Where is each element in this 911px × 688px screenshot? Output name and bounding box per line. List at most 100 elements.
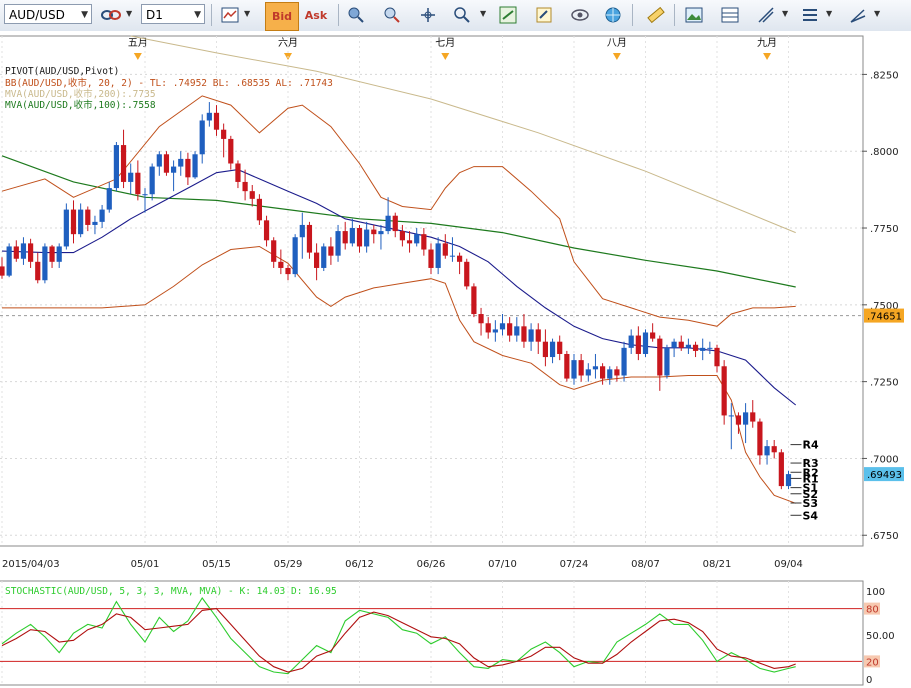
candle-body bbox=[113, 145, 119, 189]
y-tick-label: .7750 bbox=[870, 224, 899, 235]
candle-body bbox=[256, 198, 262, 221]
chevron-down-icon: ▼ bbox=[194, 10, 201, 20]
candle-body bbox=[435, 243, 441, 268]
candle-body bbox=[592, 366, 599, 370]
pivot-label: R4 bbox=[803, 439, 819, 452]
timeframe-select[interactable]: D1 ▼ bbox=[141, 4, 205, 24]
globe-icon[interactable] bbox=[601, 3, 625, 27]
candle-body bbox=[635, 335, 641, 354]
ruler-icon[interactable] bbox=[644, 3, 668, 27]
candle-body bbox=[478, 314, 484, 324]
legend-stochastic: STOCHASTIC(AUD/USD, 5, 3, 3, MVA, MVA) -… bbox=[5, 586, 337, 597]
zoom-icon[interactable] bbox=[380, 3, 404, 27]
price-chart[interactable]: 五月 六月 七月 八月 九月 .8250.8000.7750.7500.7250.700… bbox=[0, 31, 911, 688]
candle-body bbox=[571, 360, 577, 379]
bid-button[interactable]: Bid bbox=[265, 2, 299, 31]
timeframe-value: D1 bbox=[146, 8, 163, 22]
candle-body bbox=[564, 353, 570, 379]
eye-icon[interactable] bbox=[568, 3, 592, 27]
pitchfork-icon[interactable] bbox=[846, 3, 870, 27]
candle-body bbox=[621, 347, 627, 376]
pivot-label: R2 bbox=[803, 466, 819, 479]
candle-body bbox=[514, 326, 520, 336]
magnify-icon[interactable] bbox=[450, 3, 474, 27]
trendline-icon[interactable] bbox=[754, 3, 778, 27]
chevron-down-icon[interactable]: ▼ bbox=[826, 9, 833, 18]
candle-body bbox=[628, 335, 634, 348]
candle-body bbox=[778, 452, 784, 487]
candle-body bbox=[6, 246, 12, 276]
legend: PIVOT(AUD/USD,Pivot) BB(AUD/USD,收市, 20, … bbox=[5, 66, 337, 597]
candle-body bbox=[614, 369, 620, 376]
candle-body bbox=[185, 158, 191, 178]
candle-body bbox=[35, 261, 41, 281]
candle-body bbox=[578, 360, 584, 376]
image-icon[interactable] bbox=[682, 3, 706, 27]
current-price-badge bbox=[864, 308, 904, 323]
candle-body bbox=[242, 181, 248, 192]
layout-icon[interactable] bbox=[718, 3, 742, 27]
candle-body bbox=[349, 228, 355, 244]
chevron-down-icon[interactable]: ▼ bbox=[244, 9, 251, 18]
y-tick-label: .7000 bbox=[870, 454, 899, 465]
candle-body bbox=[471, 286, 477, 315]
stoch-level-badge bbox=[864, 655, 880, 668]
chevron-down-icon[interactable]: ▼ bbox=[480, 9, 487, 18]
x-tick-label: 05/15 bbox=[202, 559, 231, 570]
candle-body bbox=[249, 191, 255, 199]
candle-body bbox=[414, 234, 420, 244]
candle-body bbox=[206, 112, 212, 121]
stoch-tick-label: 100 bbox=[866, 587, 885, 598]
legend-bb: BB(AUD/USD,收市, 20, 2) - TL: .74952 BL: .… bbox=[5, 77, 333, 89]
price-axis: .8250 .8000 .7750 .7500 .7250 .7000 .6750 .7465… bbox=[862, 70, 904, 542]
y-tick-label: .8250 bbox=[870, 70, 899, 81]
chart-type-icon[interactable] bbox=[218, 3, 242, 27]
candle-body bbox=[78, 209, 84, 235]
symbol-value: AUD/USD bbox=[9, 8, 65, 22]
draw-icon[interactable] bbox=[344, 3, 368, 27]
indicator-icon[interactable] bbox=[496, 3, 520, 27]
candle-body bbox=[521, 326, 527, 342]
x-tick-label: 07/10 bbox=[488, 559, 517, 570]
candle-body bbox=[0, 266, 5, 276]
toolbar-divider bbox=[674, 4, 675, 26]
candle-body bbox=[507, 323, 513, 336]
crosshair-icon[interactable] bbox=[416, 3, 440, 27]
candle-body bbox=[685, 344, 691, 348]
candle-body bbox=[70, 209, 77, 235]
stoch-tick-label: 0 bbox=[866, 675, 872, 686]
candle-body bbox=[678, 341, 684, 348]
candle-body bbox=[356, 228, 363, 247]
chevron-down-icon[interactable]: ▼ bbox=[782, 9, 789, 18]
candle-body bbox=[650, 332, 656, 339]
candle-body bbox=[371, 229, 377, 235]
candle-body bbox=[692, 344, 699, 351]
chevron-down-icon[interactable]: ▼ bbox=[126, 9, 133, 18]
toolbar-divider bbox=[211, 4, 212, 26]
candle-body bbox=[106, 188, 112, 210]
stoch-level-badge bbox=[864, 602, 880, 615]
candle-body bbox=[278, 261, 284, 268]
candle-body bbox=[750, 412, 756, 422]
candle-body bbox=[721, 366, 727, 416]
ask-button[interactable]: Ask bbox=[304, 9, 328, 22]
month-marker-icon bbox=[133, 53, 142, 60]
candle-body bbox=[600, 366, 606, 379]
candle-body bbox=[528, 329, 534, 342]
note-icon[interactable] bbox=[532, 3, 556, 27]
candle-body bbox=[221, 129, 227, 139]
candle-body bbox=[328, 246, 334, 256]
candle-body bbox=[392, 215, 398, 232]
candle-body bbox=[785, 474, 792, 487]
month-axis: 五月 六月 七月 八月 九月 bbox=[128, 37, 777, 60]
candle-body bbox=[428, 249, 434, 268]
grid bbox=[0, 36, 862, 685]
bb-upper-line bbox=[1, 95, 796, 327]
list-icon[interactable] bbox=[798, 3, 822, 27]
stochastic-pane: 100 80 50.00 20 0 bbox=[0, 587, 895, 686]
symbol-link-icon[interactable] bbox=[99, 3, 123, 27]
candle-body bbox=[163, 154, 170, 173]
chevron-down-icon[interactable]: ▼ bbox=[874, 9, 881, 18]
symbol-select[interactable]: AUD/USD ▼ bbox=[4, 4, 92, 24]
